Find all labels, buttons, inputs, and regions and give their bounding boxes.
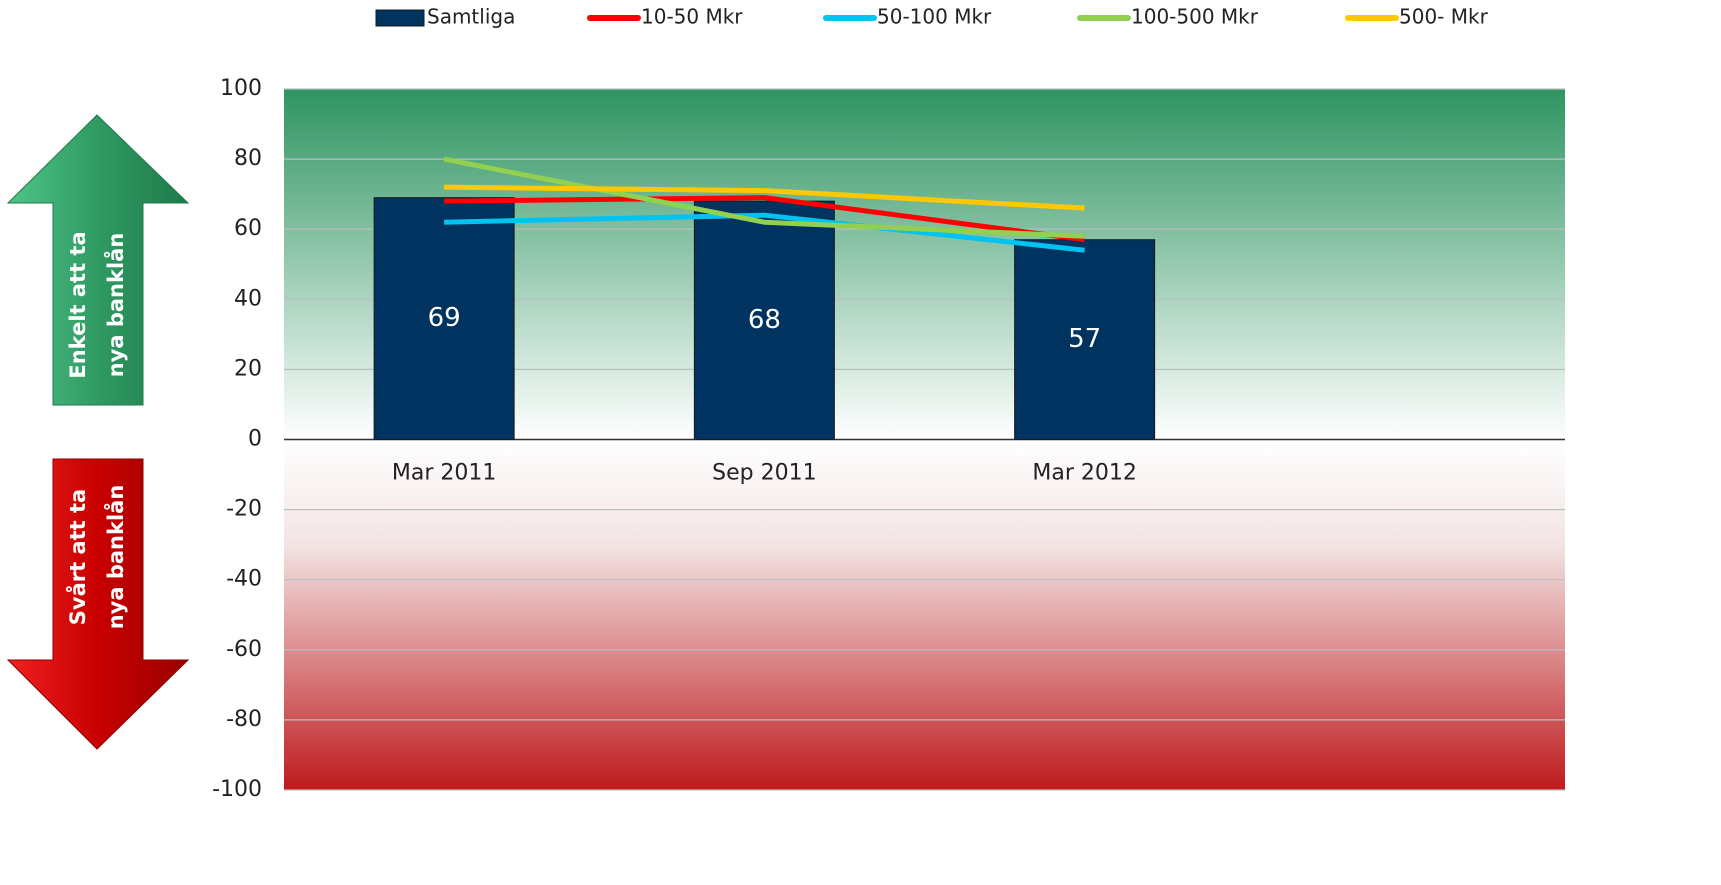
data-label: 68 xyxy=(748,305,781,335)
y-tick-label: 40 xyxy=(234,286,262,311)
annotation-line: Svårt att ta xyxy=(65,489,90,625)
y-tick-label: -80 xyxy=(226,707,262,732)
y-tick-label: 0 xyxy=(248,427,262,452)
chart: Enkelt att ta nya banklån Svårt att ta n… xyxy=(0,0,1721,881)
y-tick-label: 60 xyxy=(234,216,262,241)
legend-label: 500- Mkr xyxy=(1399,5,1489,29)
up-arrow xyxy=(8,115,188,405)
y-tick-label: 80 xyxy=(234,146,262,171)
data-label: 57 xyxy=(1068,324,1101,354)
annotation-line: Enkelt att ta xyxy=(66,231,90,378)
y-tick-label: -20 xyxy=(226,497,262,522)
y-tick-label: 100 xyxy=(220,76,262,101)
legend-label: Samtliga xyxy=(427,5,515,29)
x-tick-label: Mar 2011 xyxy=(392,461,497,486)
legend-label: 100-500 Mkr xyxy=(1131,5,1259,29)
data-label: 69 xyxy=(428,303,461,333)
x-tick-label: Mar 2012 xyxy=(1032,461,1137,486)
y-tick-label: -60 xyxy=(226,637,262,662)
y-tick-label: -40 xyxy=(226,567,262,592)
y-tick-label: 20 xyxy=(234,356,262,381)
annotation-line: nya banklån xyxy=(103,485,128,630)
down-arrow xyxy=(8,459,188,749)
x-tick-label: Sep 2011 xyxy=(712,461,816,486)
annotation-line: nya banklån xyxy=(103,233,128,378)
legend-label: 10-50 Mkr xyxy=(641,5,743,29)
legend-label: 50-100 Mkr xyxy=(877,5,992,29)
y-tick-label: -100 xyxy=(212,777,262,802)
legend-swatch xyxy=(376,10,424,26)
